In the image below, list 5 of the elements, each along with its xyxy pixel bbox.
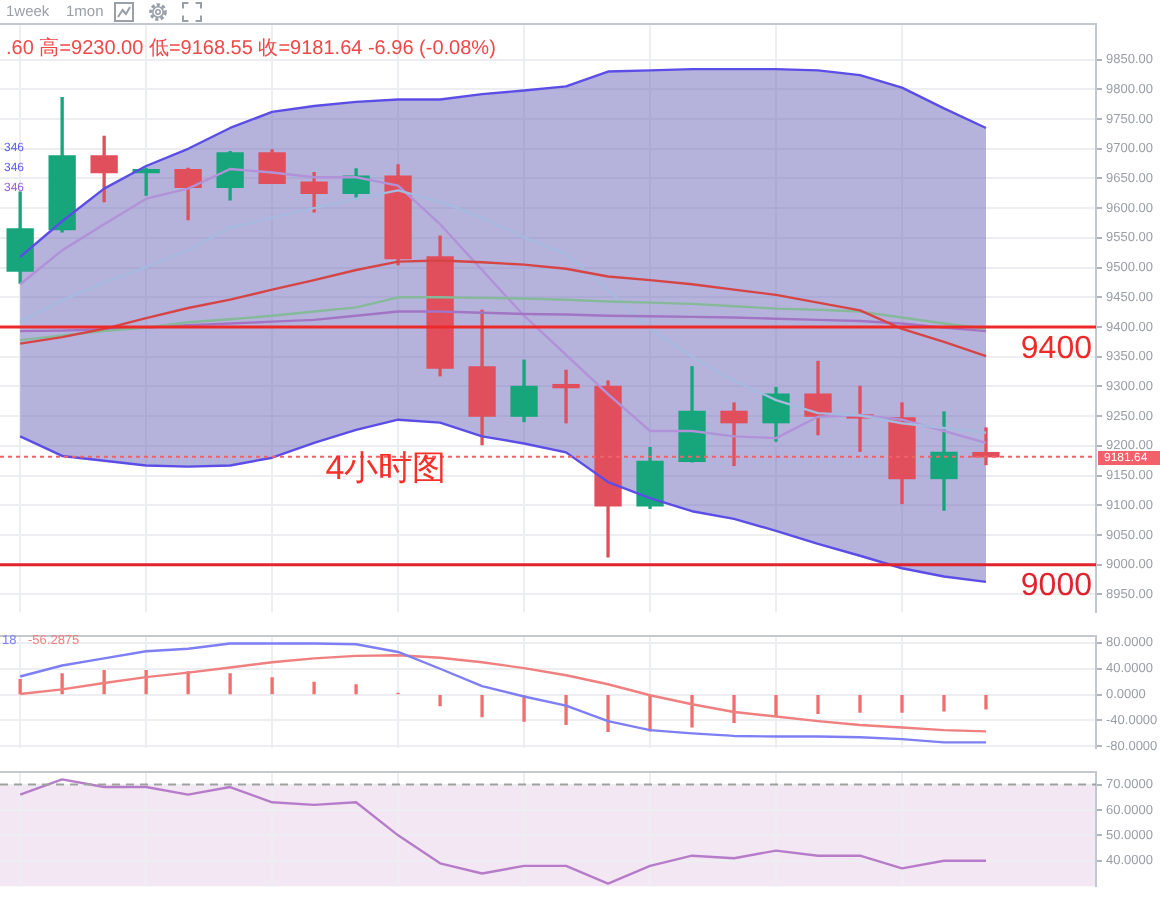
candlestick <box>300 171 328 213</box>
ref-line-label: 9000 <box>1020 569 1093 604</box>
text: .60 高=9230.00 低=9168.55 收=9181.64 -6.96 (-0.08%) <box>6 35 496 60</box>
ref-line-label: 9400 <box>1020 331 1093 366</box>
annotation: 4小时图 <box>325 449 447 488</box>
